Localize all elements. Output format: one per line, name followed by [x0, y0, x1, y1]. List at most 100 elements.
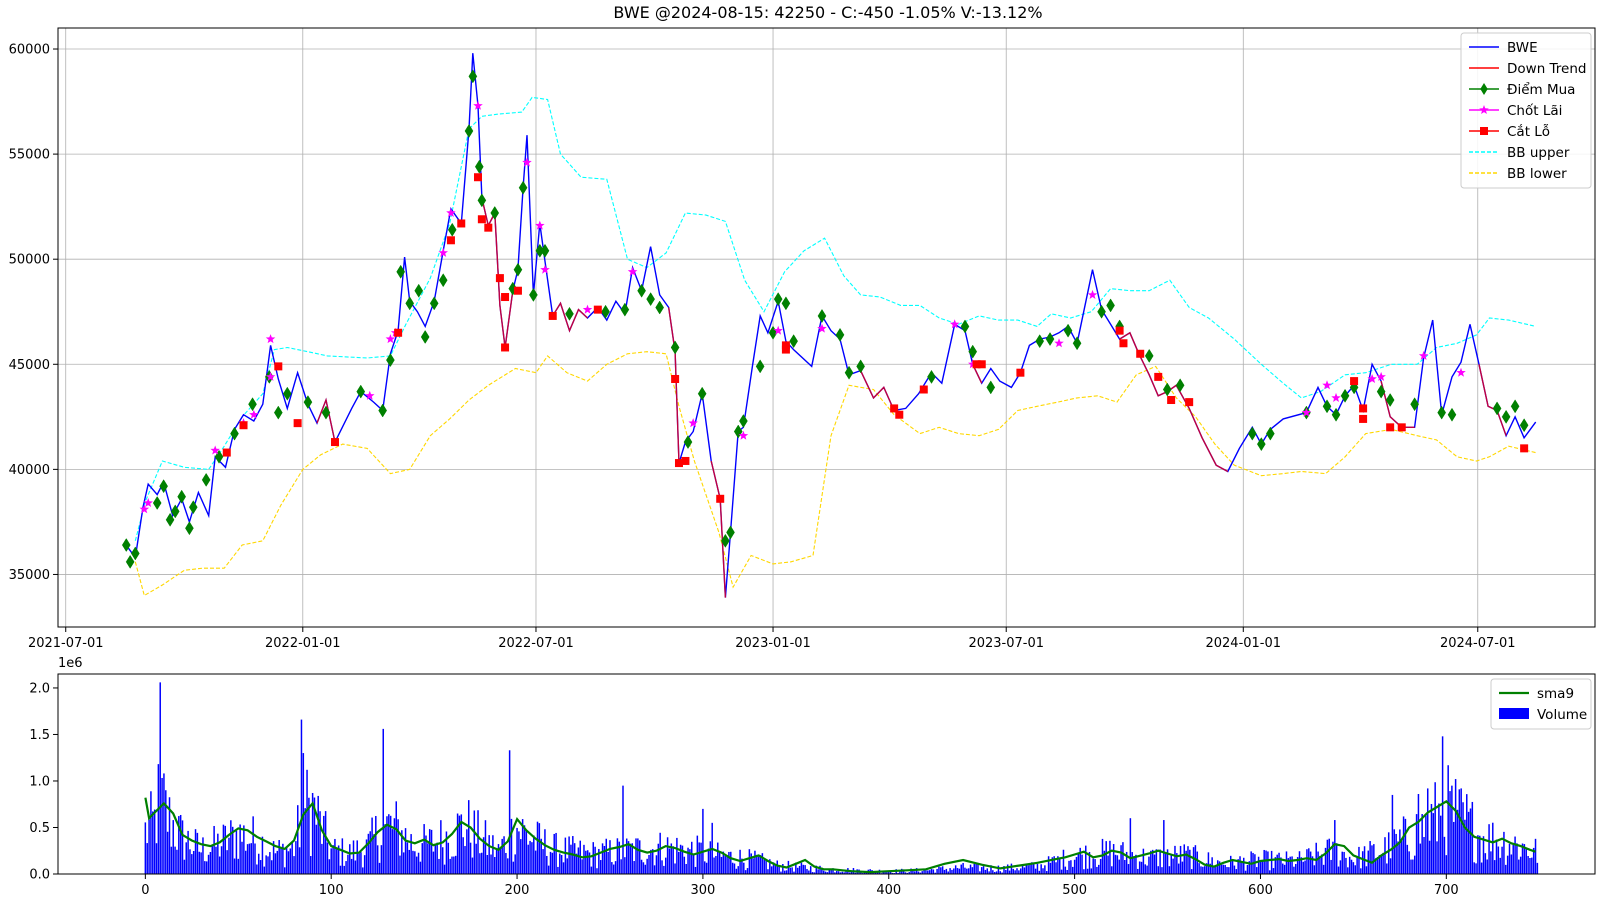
- volume-bar: [423, 824, 425, 874]
- volume-bar: [702, 808, 704, 874]
- volume-bar: [150, 791, 152, 874]
- volume-bar: [163, 773, 165, 874]
- take-profit-marker: [210, 445, 220, 455]
- volume-bar: [934, 872, 936, 874]
- volume-bar: [726, 856, 728, 874]
- volume-bar: [1365, 866, 1368, 874]
- price-y-tick-label: 55000: [9, 148, 50, 163]
- buy-point-marker: [601, 304, 610, 319]
- volume-bar: [181, 820, 184, 874]
- bb-lower-line: [134, 351, 1536, 597]
- volume-bar: [349, 844, 351, 874]
- volume-bar: [560, 855, 563, 874]
- volume-bar: [800, 862, 803, 874]
- volume-bar: [917, 871, 920, 874]
- volume-bar: [1428, 840, 1431, 874]
- volume-bar: [1109, 840, 1111, 874]
- price-legend-label: Điểm Mua: [1507, 81, 1575, 98]
- volume-bar: [395, 801, 397, 874]
- volume-bar: [1410, 859, 1412, 874]
- buy-point-marker: [529, 287, 538, 302]
- buy-point-marker: [464, 124, 474, 138]
- volume-bar: [1397, 841, 1399, 874]
- volume-bar: [1391, 794, 1394, 874]
- volume-bar: [650, 849, 652, 874]
- stop-loss-marker: [1016, 368, 1025, 377]
- volume-bar: [1531, 857, 1533, 874]
- buy-point-marker: [378, 403, 387, 418]
- volume-bar: [520, 839, 522, 874]
- volume-bar: [417, 852, 420, 874]
- volume-bar: [1272, 868, 1275, 874]
- price-legend-box: [1460, 32, 1592, 189]
- volume-bar: [715, 855, 717, 874]
- volume-bar: [977, 863, 979, 874]
- volume-bar: [651, 849, 654, 874]
- volume-bar: [962, 862, 964, 874]
- volume-bar: [1006, 864, 1009, 874]
- volume-bar: [1142, 848, 1145, 874]
- volume-bar: [1207, 852, 1210, 874]
- volume-bar: [1161, 867, 1163, 874]
- volume-bar: [311, 792, 314, 874]
- volume-bar: [964, 867, 966, 874]
- volume-bar: [616, 838, 619, 874]
- volume-bar: [1371, 845, 1373, 874]
- buy-point-marker: [356, 384, 366, 399]
- buy-point-marker: [1447, 407, 1457, 422]
- volume-bar: [464, 846, 466, 874]
- volume-bar: [1423, 837, 1425, 874]
- volume-bar: [1345, 857, 1347, 874]
- volume-bar: [583, 844, 585, 874]
- buy-point-marker: [188, 500, 198, 515]
- volume-bar: [1512, 843, 1514, 874]
- volume-bar: [1038, 870, 1041, 874]
- volume-bar: [458, 815, 461, 874]
- take-profit-marker: [385, 334, 396, 344]
- volume-bar: [1475, 863, 1477, 874]
- volume-bar: [1490, 851, 1492, 874]
- stop-loss-marker: [781, 345, 790, 354]
- volume-bar: [1404, 818, 1407, 874]
- volume-bar: [243, 825, 245, 874]
- volume-bar: [306, 769, 308, 874]
- volume-bar: [436, 842, 438, 874]
- volume-bar: [170, 846, 173, 874]
- volume-bar: [1441, 736, 1444, 874]
- volume-bar: [912, 869, 914, 874]
- volume-bar: [653, 865, 656, 874]
- volume-bar: [1497, 846, 1500, 874]
- volume-bar: [196, 832, 199, 874]
- volume-bar: [1088, 852, 1091, 874]
- volume-bar: [1361, 851, 1364, 874]
- volume-bar: [1094, 859, 1096, 874]
- volume-bar: [577, 847, 580, 874]
- volume-bar: [1228, 867, 1230, 874]
- volume-x-tick-label: 500: [1062, 883, 1087, 898]
- volume-bar: [1241, 861, 1243, 874]
- buy-point-marker: [230, 426, 239, 441]
- volume-bar: [780, 871, 782, 874]
- buy-point-marker: [1175, 378, 1185, 393]
- price-x-tick-label: 2023-01-01: [735, 636, 811, 651]
- volume-bar: [986, 868, 989, 874]
- volume-bar: [759, 855, 762, 874]
- take-profit-marker: [473, 100, 483, 110]
- take-profit-marker: [446, 208, 456, 217]
- volume-bar: [685, 863, 687, 874]
- price-x-axis: 2021-07-01 2022-01-01 2022-07-01 2023-01-01…: [28, 627, 1516, 651]
- buy-point-marker: [1322, 399, 1332, 414]
- volume-bar: [220, 846, 223, 874]
- volume-bar: [1536, 862, 1539, 874]
- volume-bar: [250, 843, 253, 874]
- volume-bar: [586, 850, 589, 874]
- volume-bar: [1425, 815, 1427, 874]
- volume-bar: [1189, 849, 1191, 874]
- volume-bar: [1298, 851, 1301, 874]
- volume-bar: [1213, 866, 1215, 874]
- volume-bar: [915, 868, 918, 874]
- volume-bar: [635, 838, 637, 874]
- buy-point-marker: [125, 554, 135, 569]
- volume-bar: [1311, 856, 1314, 874]
